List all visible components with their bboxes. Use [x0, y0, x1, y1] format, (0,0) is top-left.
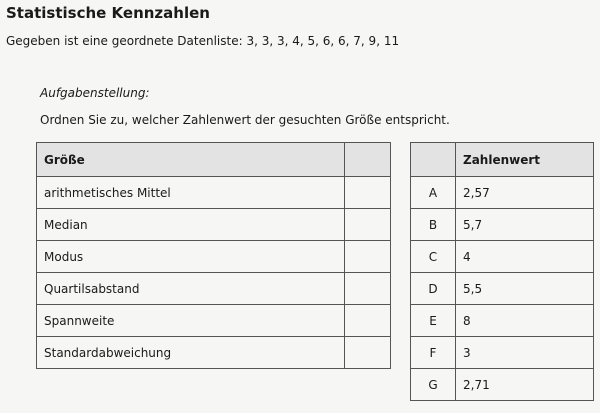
- option-letter: G: [410, 368, 456, 401]
- quantity-name: Modus: [36, 240, 345, 273]
- quantity-name: Median: [36, 208, 345, 241]
- option-value: 8: [455, 304, 594, 337]
- option-letter: B: [410, 208, 456, 241]
- option-letter: C: [410, 240, 456, 273]
- quantity-name: Spannweite: [36, 304, 345, 337]
- answer-cell[interactable]: [344, 272, 391, 305]
- answer-cell[interactable]: [344, 304, 391, 337]
- answer-header: [344, 142, 391, 177]
- data-list-text: Gegeben ist eine geordnete Datenliste: 3…: [6, 34, 400, 48]
- letter-header: [410, 142, 456, 177]
- answer-cell[interactable]: [344, 336, 391, 369]
- quantity-table: Größe arithmetisches Mittel Median Modus…: [36, 142, 391, 369]
- answer-cell[interactable]: [344, 208, 391, 241]
- table-row: D 5,5: [410, 272, 594, 305]
- table-row: Median: [36, 208, 391, 241]
- answer-cell[interactable]: [344, 240, 391, 273]
- quantity-name: arithmetisches Mittel: [36, 176, 345, 209]
- quantity-name: Standardabweichung: [36, 336, 345, 369]
- header-zahlenwert: Zahlenwert: [455, 142, 594, 177]
- option-letter: E: [410, 304, 456, 337]
- header-groesse: Größe: [36, 142, 345, 177]
- option-value: 3: [455, 336, 594, 369]
- table-row: Standardabweichung: [36, 336, 391, 369]
- option-value: 4: [455, 240, 594, 273]
- table-header-row: Größe: [36, 142, 391, 177]
- option-letter: D: [410, 272, 456, 305]
- option-value: 2,71: [455, 368, 594, 401]
- option-value: 5,5: [455, 272, 594, 305]
- page-title: Statistische Kennzahlen: [6, 4, 210, 22]
- option-letter: F: [410, 336, 456, 369]
- answer-cell[interactable]: [344, 176, 391, 209]
- option-letter: A: [410, 176, 456, 209]
- table-row: B 5,7: [410, 208, 594, 241]
- table-row: A 2,57: [410, 176, 594, 209]
- table-row: G 2,71: [410, 368, 594, 401]
- quantity-name: Quartilsabstand: [36, 272, 345, 305]
- option-value: 5,7: [455, 208, 594, 241]
- option-value: 2,57: [455, 176, 594, 209]
- task-label: Aufgabenstellung:: [40, 86, 150, 100]
- table-row: arithmetisches Mittel: [36, 176, 391, 209]
- table-row: Quartilsabstand: [36, 272, 391, 305]
- table-row: Modus: [36, 240, 391, 273]
- table-row: Spannweite: [36, 304, 391, 337]
- table-header-row: Zahlenwert: [410, 142, 594, 177]
- instruction-text: Ordnen Sie zu, welcher Zahlenwert der ge…: [40, 113, 450, 127]
